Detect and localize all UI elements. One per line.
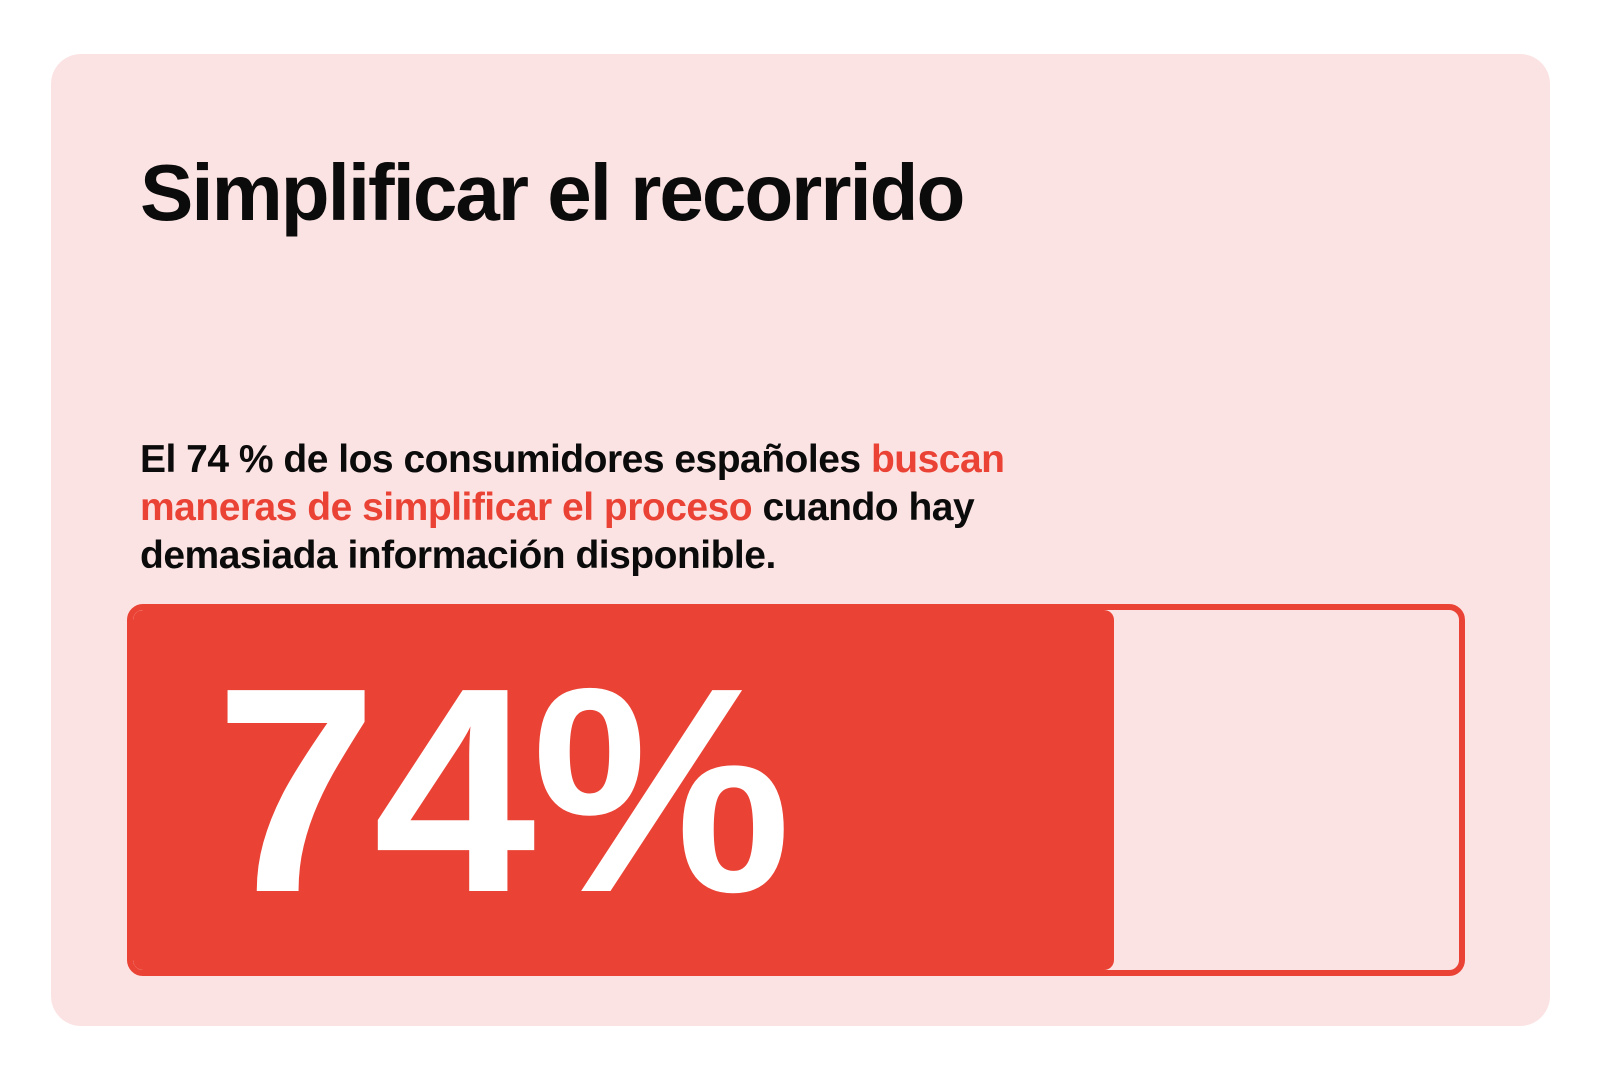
description-highlight: buscan maneras de simplificar el proceso: [140, 438, 1005, 529]
progress-bar-fill: [133, 610, 1115, 970]
description-text-end: cuando hay demasiada información disponi…: [140, 486, 975, 577]
description-text-start: El 74 % de los consumidores españoles: [140, 438, 871, 481]
progress-bar: 74%: [127, 604, 1465, 976]
stat-card: Simplificar el recorrido El 74 % de los …: [51, 54, 1550, 1026]
card-description: El 74 % de los consumidores españoles bu…: [140, 436, 1140, 580]
progress-percentage: 74%: [215, 627, 791, 953]
card-title: Simplificar el recorrido: [140, 148, 965, 237]
